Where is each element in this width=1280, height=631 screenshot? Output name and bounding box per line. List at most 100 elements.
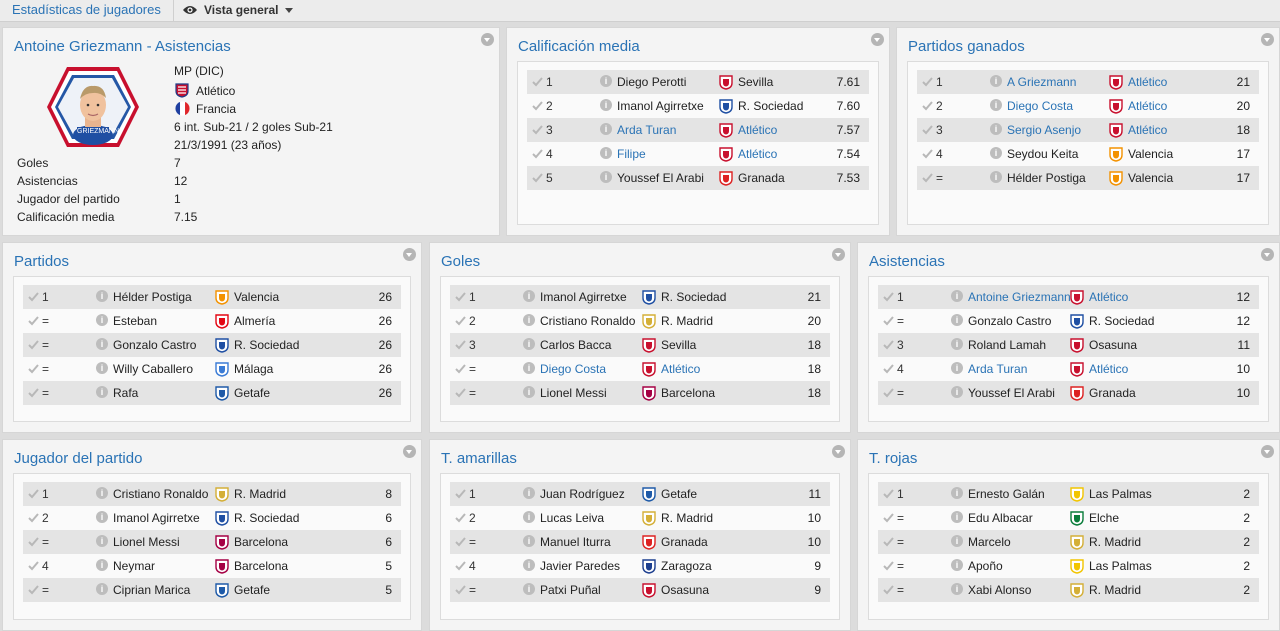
page-title-link[interactable]: Estadísticas de jugadores [12,2,161,17]
check-icon[interactable] [922,124,933,135]
club-name[interactable]: Atlético [1128,99,1168,113]
info-icon[interactable]: i [951,535,963,547]
info-icon[interactable]: i [951,487,963,499]
club-name[interactable]: Atlético [1089,290,1129,304]
check-icon[interactable] [455,536,466,547]
check-icon[interactable] [28,536,39,547]
panel-menu-button[interactable] [1261,445,1274,458]
check-icon[interactable] [455,560,466,571]
info-icon[interactable]: i [600,147,612,159]
check-icon[interactable] [883,488,894,499]
panel-menu-button[interactable] [832,445,845,458]
info-icon[interactable]: i [990,75,1002,87]
check-icon[interactable] [455,339,466,350]
check-icon[interactable] [883,536,894,547]
info-icon[interactable]: i [96,362,108,374]
check-icon[interactable] [455,488,466,499]
check-icon[interactable] [922,172,933,183]
info-icon[interactable]: i [523,583,535,595]
info-icon[interactable]: i [96,290,108,302]
info-icon[interactable]: i [951,362,963,374]
check-icon[interactable] [532,124,543,135]
eye-icon[interactable] [182,4,198,16]
info-icon[interactable]: i [600,123,612,135]
panel-menu-button[interactable] [871,33,884,46]
info-icon[interactable]: i [990,99,1002,111]
player-name[interactable]: Diego Costa [1007,99,1074,113]
club-name[interactable]: Atlético [738,123,778,137]
check-icon[interactable] [28,584,39,595]
check-icon[interactable] [883,339,894,350]
player-name[interactable]: Filipe [617,147,646,161]
info-icon[interactable]: i [96,559,108,571]
check-icon[interactable] [532,172,543,183]
info-icon[interactable]: i [951,511,963,523]
player-club-link[interactable]: Atlético [196,84,236,98]
info-icon[interactable]: i [600,171,612,183]
info-icon[interactable]: i [523,511,535,523]
check-icon[interactable] [532,100,543,111]
info-icon[interactable]: i [600,75,612,87]
check-icon[interactable] [532,76,543,87]
player-name[interactable]: Diego Costa [540,362,607,376]
info-icon[interactable]: i [951,386,963,398]
check-icon[interactable] [532,148,543,159]
info-icon[interactable]: i [951,583,963,595]
check-icon[interactable] [883,512,894,523]
club-name[interactable]: Atlético [738,147,778,161]
check-icon[interactable] [922,76,933,87]
panel-menu-button[interactable] [1261,248,1274,261]
panel-menu-button[interactable] [832,248,845,261]
player-name[interactable]: Arda Turan [968,362,1028,376]
info-icon[interactable]: i [96,487,108,499]
info-icon[interactable]: i [523,290,535,302]
panel-menu-button[interactable] [403,248,416,261]
info-icon[interactable]: i [96,511,108,523]
club-name[interactable]: Atlético [1128,75,1168,89]
info-icon[interactable]: i [523,487,535,499]
check-icon[interactable] [28,315,39,326]
info-icon[interactable]: i [523,535,535,547]
player-name[interactable]: Arda Turan [617,123,677,137]
check-icon[interactable] [455,387,466,398]
info-icon[interactable]: i [96,338,108,350]
info-icon[interactable]: i [96,386,108,398]
info-icon[interactable]: i [96,583,108,595]
info-icon[interactable]: i [951,314,963,326]
player-name[interactable]: A Griezmann [1007,75,1077,89]
check-icon[interactable] [883,560,894,571]
info-icon[interactable]: i [951,559,963,571]
check-icon[interactable] [883,315,894,326]
info-icon[interactable]: i [96,535,108,547]
info-icon[interactable]: i [523,338,535,350]
player-name[interactable]: Sergio Asenjo [1007,123,1082,137]
check-icon[interactable] [28,488,39,499]
check-icon[interactable] [455,363,466,374]
club-name[interactable]: Atlético [1128,123,1168,137]
info-icon[interactable]: i [990,147,1002,159]
info-icon[interactable]: i [600,99,612,111]
info-icon[interactable]: i [951,338,963,350]
check-icon[interactable] [922,100,933,111]
chevron-down-icon[interactable] [285,8,293,13]
check-icon[interactable] [883,291,894,302]
info-icon[interactable]: i [523,386,535,398]
info-icon[interactable]: i [523,314,535,326]
panel-menu-button[interactable] [403,445,416,458]
check-icon[interactable] [455,512,466,523]
info-icon[interactable]: i [990,171,1002,183]
club-name[interactable]: Atlético [661,362,701,376]
check-icon[interactable] [455,291,466,302]
check-icon[interactable] [883,387,894,398]
check-icon[interactable] [883,584,894,595]
panel-menu-button[interactable] [1261,33,1274,46]
check-icon[interactable] [28,512,39,523]
check-icon[interactable] [455,315,466,326]
panel-menu-button[interactable] [481,33,494,46]
club-name[interactable]: Atlético [1089,362,1129,376]
check-icon[interactable] [28,291,39,302]
check-icon[interactable] [28,560,39,571]
info-icon[interactable]: i [96,314,108,326]
check-icon[interactable] [883,363,894,374]
check-icon[interactable] [28,387,39,398]
